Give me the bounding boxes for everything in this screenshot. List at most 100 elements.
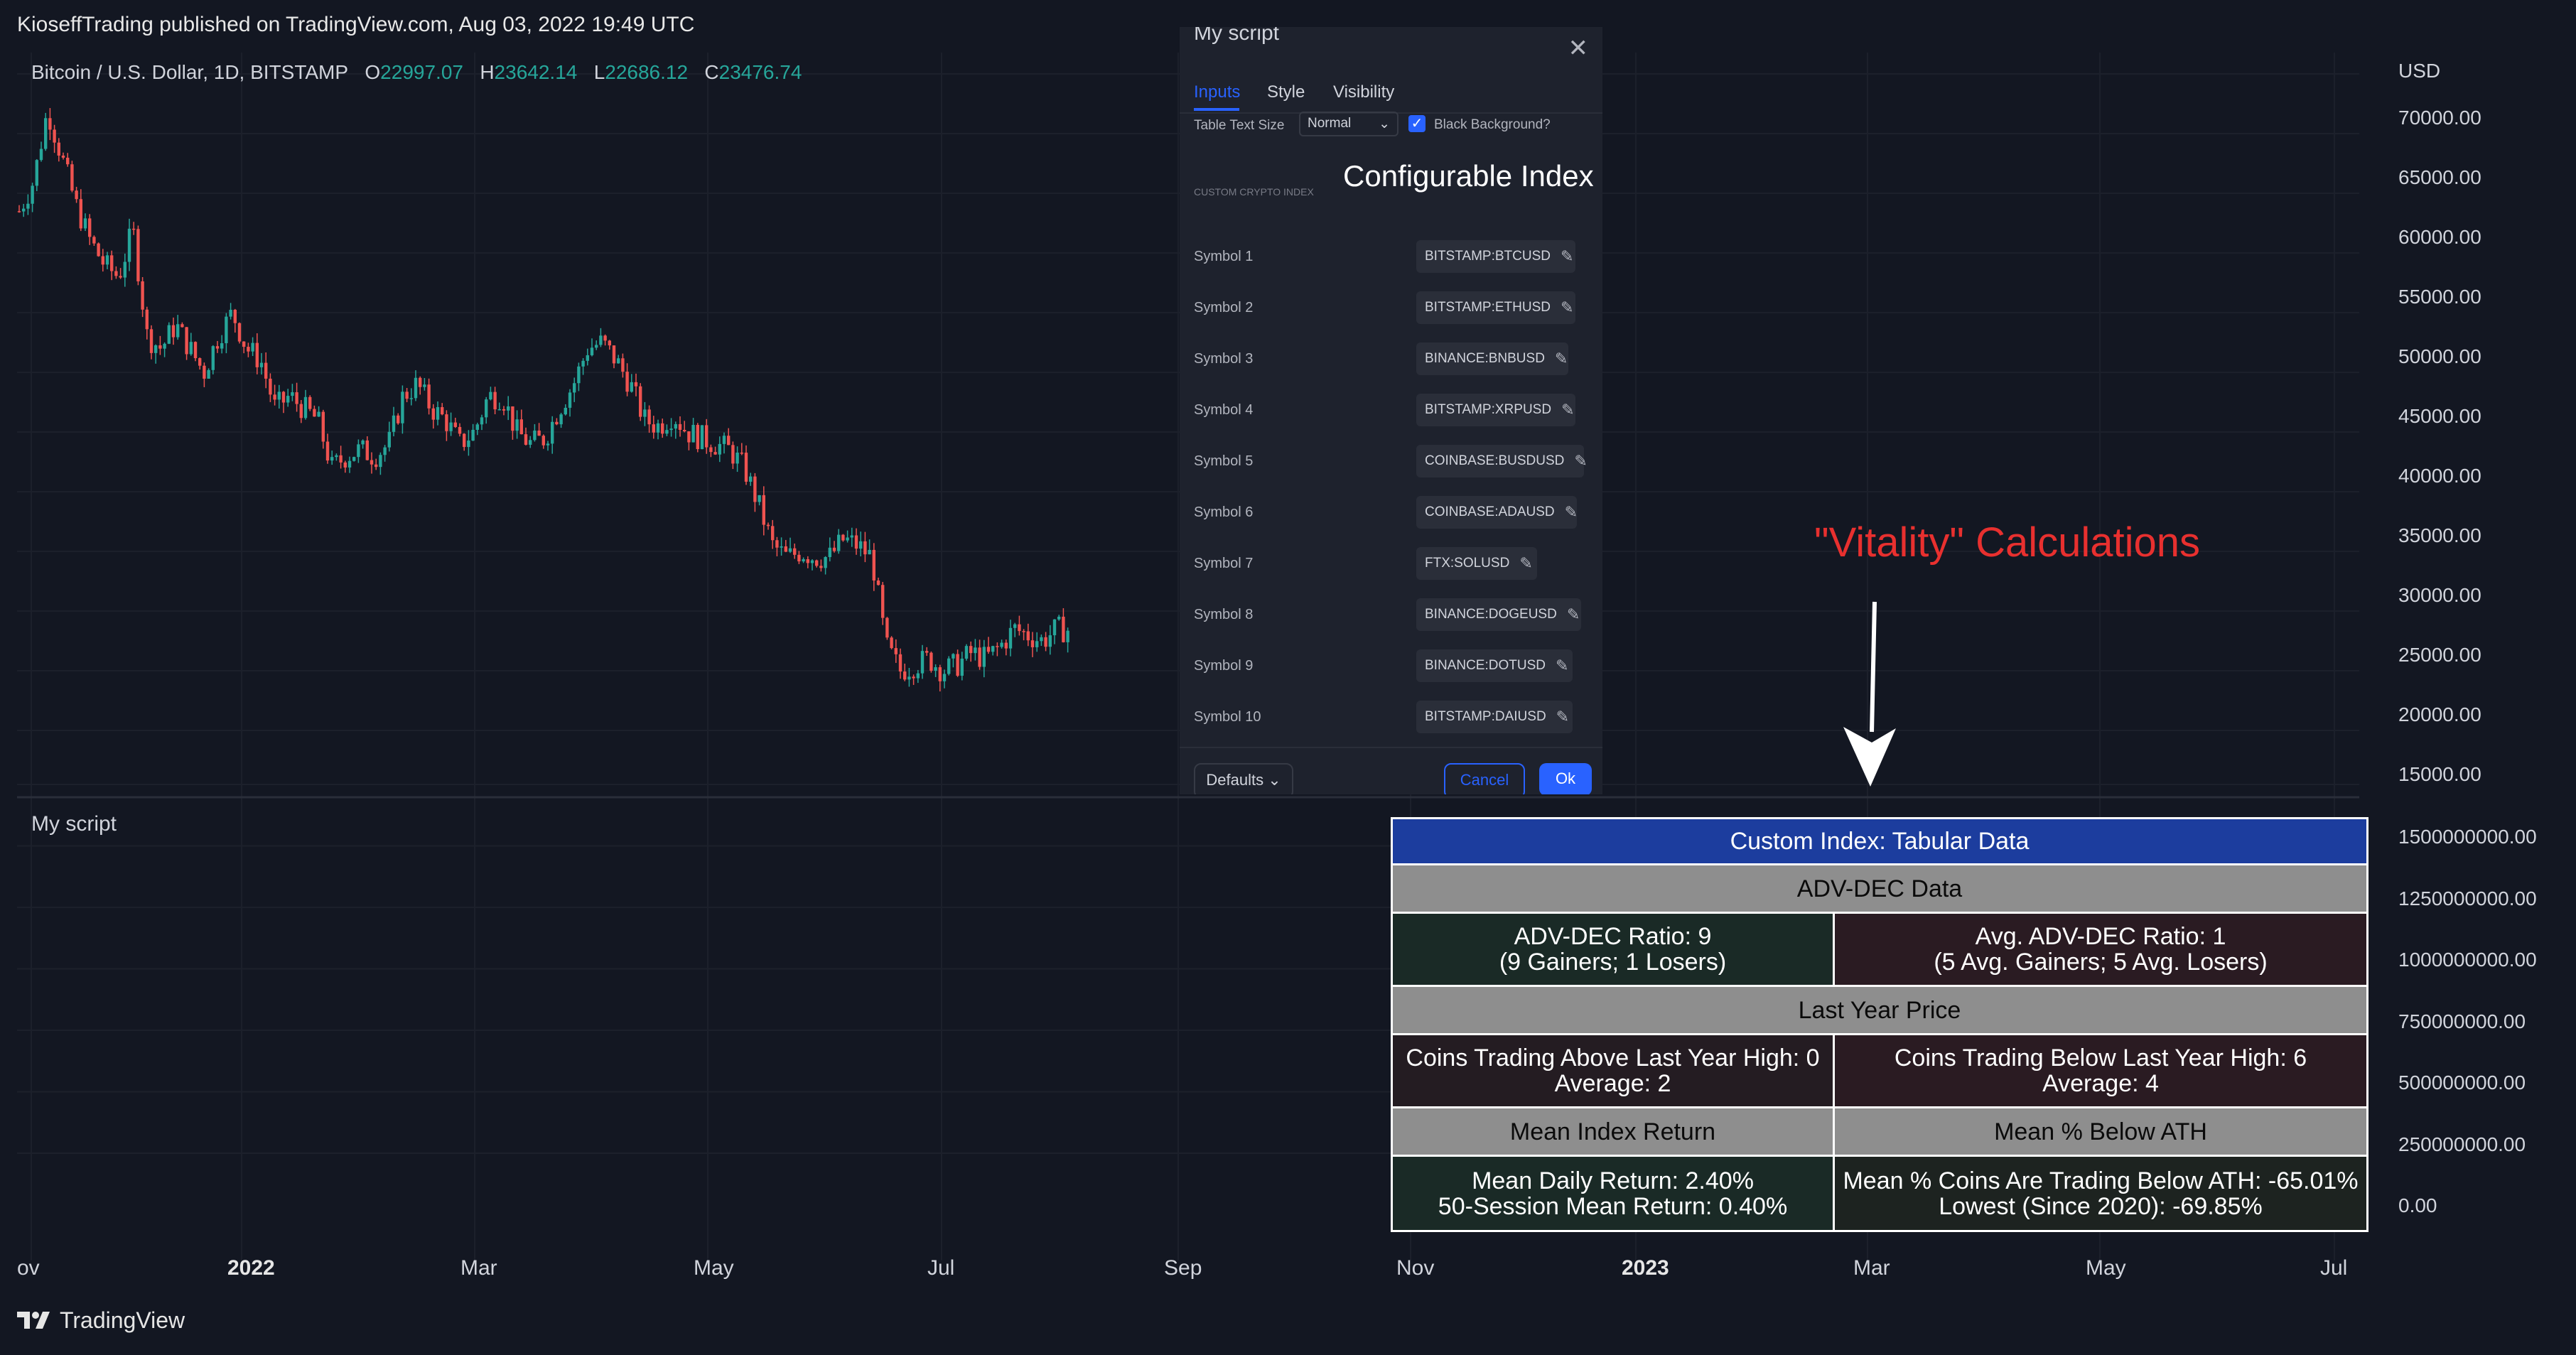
candle-body <box>92 237 96 244</box>
pencil-icon[interactable]: ✎ <box>1574 452 1588 470</box>
tab-style[interactable]: Style <box>1267 82 1305 102</box>
price-tick: 35000.00 <box>2398 524 2481 546</box>
symbol-input[interactable]: FTX:SOLUSD ✎ <box>1416 547 1537 580</box>
table-text-size-select[interactable]: Normal ⌄ <box>1299 112 1399 136</box>
candle-body <box>273 394 276 400</box>
ok-button[interactable]: Ok <box>1539 763 1592 794</box>
symbol-input[interactable]: COINBASE:ADAUSD ✎ <box>1416 496 1578 529</box>
symbol-value: BITSTAMP:BTCUSD <box>1425 249 1551 264</box>
candle-body <box>427 384 431 409</box>
candle-body <box>141 281 144 310</box>
candle-body <box>475 424 479 430</box>
pencil-icon[interactable]: ✎ <box>1555 657 1569 674</box>
candle-body <box>370 460 374 465</box>
tab-inputs[interactable]: Inputs <box>1194 82 1241 102</box>
symbol-value: FTX:SOLUSD <box>1425 556 1510 571</box>
candle-body <box>1013 624 1017 628</box>
candle-body <box>559 414 563 425</box>
cancel-button[interactable]: Cancel <box>1444 763 1525 794</box>
candle-body <box>203 365 206 379</box>
price-tick: 65000.00 <box>2398 166 2481 188</box>
pencil-icon[interactable]: ✎ <box>1564 503 1578 521</box>
candle-body <box>515 419 519 431</box>
pencil-icon[interactable]: ✎ <box>1554 350 1568 367</box>
candle-body <box>61 155 65 158</box>
adv-dec-counts: (9 Gainers; 1 Losers) <box>1499 949 1727 976</box>
candle-body <box>242 341 246 347</box>
candle-body <box>167 325 171 344</box>
candle-body <box>225 316 228 344</box>
candle-body <box>88 218 92 237</box>
symbol-input[interactable]: BINANCE:DOGEUSD ✎ <box>1416 598 1581 631</box>
candle-body <box>286 396 290 403</box>
symbol-input[interactable]: BITSTAMP:ETHUSD ✎ <box>1416 291 1575 324</box>
close-icon[interactable]: ✕ <box>1568 35 1589 62</box>
candle-body <box>815 560 819 566</box>
candle-body <box>722 436 726 444</box>
symbol-input[interactable]: BINANCE:DOTUSD ✎ <box>1416 649 1573 682</box>
candle-body <box>678 423 682 431</box>
candle-body <box>647 409 651 425</box>
mean-return-cell: Mean Daily Return: 2.40% 50-Session Mean … <box>1393 1157 1833 1230</box>
symbol-value: BINANCE:DOGEUSD <box>1425 607 1557 622</box>
active-tab-indicator <box>1194 108 1239 111</box>
candle-body <box>347 460 352 468</box>
black-background-checkbox[interactable]: ✓ <box>1408 115 1426 132</box>
time-tick: 2022 <box>227 1256 275 1280</box>
candle-body <box>903 671 907 680</box>
candle-body <box>1052 619 1057 636</box>
symbol-input[interactable]: BITSTAMP:DAIUSD ✎ <box>1416 701 1573 733</box>
symbol-input[interactable]: COINBASE:BUSDUSD ✎ <box>1416 445 1588 477</box>
candle-body <box>114 271 118 276</box>
candle-body <box>947 658 951 674</box>
candle-body <box>343 462 347 468</box>
time-tick: 2023 <box>1622 1256 1669 1280</box>
below-high-cell: Coins Trading Below Last Year High: 6 Ave… <box>1835 1035 2366 1106</box>
legend-open-value: 22997.07 <box>380 61 463 83</box>
pencil-icon[interactable]: ✎ <box>1566 605 1580 623</box>
candle-body <box>996 646 999 647</box>
candle-body <box>229 310 232 317</box>
tradingview-logo[interactable]: TradingView <box>17 1307 185 1334</box>
candle-body <box>441 406 444 415</box>
symbol-input[interactable]: BINANCE:BNBUSD ✎ <box>1416 342 1568 375</box>
legend-high-value: 23642.14 <box>494 61 578 83</box>
candle-body <box>920 651 925 674</box>
candle-body <box>687 431 691 443</box>
candle-body <box>969 646 973 654</box>
candle-body <box>960 658 964 676</box>
candle-body <box>885 617 889 638</box>
candle-body <box>850 535 853 538</box>
defaults-dropdown[interactable]: Defaults ⌄ <box>1194 763 1293 794</box>
above-high-cell: Coins Trading Above Last Year High: 0 Ave… <box>1393 1035 1833 1106</box>
candle-body <box>1000 642 1003 647</box>
candle-body <box>35 160 38 186</box>
candle-body <box>912 676 915 679</box>
symbol-input[interactable]: BITSTAMP:XRPUSD ✎ <box>1416 394 1575 426</box>
price-axis[interactable]: USD 70000.00 65000.00 60000.00 55000.00 5000… <box>2359 53 2576 1285</box>
symbol-input[interactable]: BITSTAMP:BTCUSD ✎ <box>1416 240 1575 273</box>
candle-body <box>397 415 400 423</box>
candle-body <box>551 421 554 444</box>
candle-body <box>17 211 21 212</box>
candle-body <box>652 424 655 433</box>
candle-body <box>485 399 488 418</box>
candle-body <box>295 392 298 404</box>
daily-return: Mean Daily Return: 2.40% <box>1472 1167 1754 1194</box>
mean-below-ath-header: Mean % Below ATH <box>1835 1108 2366 1155</box>
price-tick: 50000.00 <box>2398 345 2481 367</box>
candle-body <box>956 654 959 676</box>
candle-body <box>259 362 264 367</box>
pencil-icon[interactable]: ✎ <box>1556 708 1570 725</box>
candle-body <box>158 345 162 349</box>
tab-visibility[interactable]: Visibility <box>1333 82 1395 102</box>
pencil-icon[interactable]: ✎ <box>1561 401 1575 419</box>
candle-body <box>978 647 981 667</box>
candle-body <box>163 343 166 349</box>
candle-body <box>335 455 338 458</box>
pencil-icon[interactable]: ✎ <box>1519 554 1533 572</box>
pencil-icon[interactable]: ✎ <box>1561 247 1574 265</box>
pencil-icon[interactable]: ✎ <box>1561 298 1574 316</box>
indicator-pane-label[interactable]: My script <box>31 812 117 836</box>
above-high: Coins Trading Above Last Year High: 0 <box>1406 1044 1820 1071</box>
